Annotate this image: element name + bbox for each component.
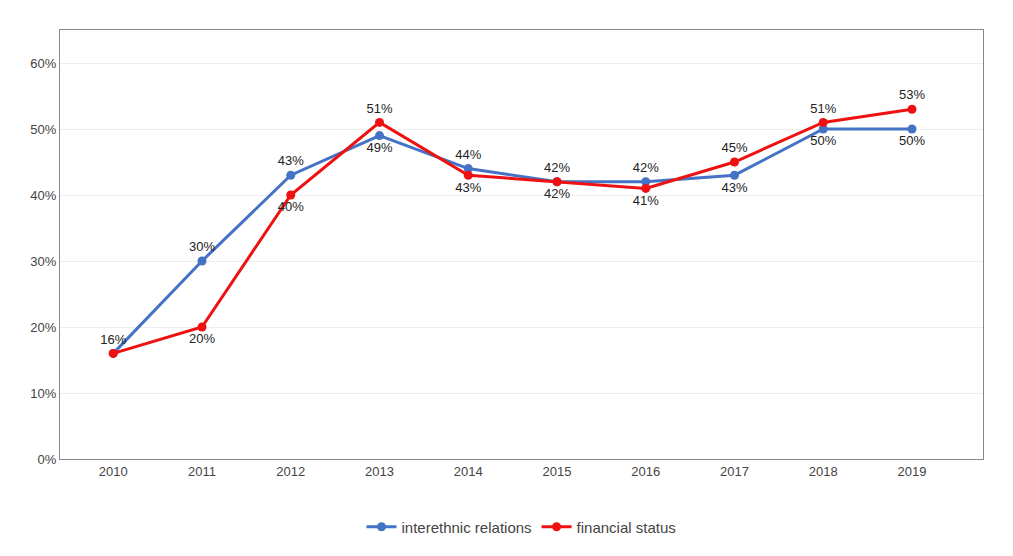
svg-text:interethnic relations: interethnic relations	[402, 519, 532, 536]
svg-text:16%: 16%	[100, 332, 126, 347]
svg-text:41%: 41%	[633, 193, 659, 208]
svg-text:2019: 2019	[898, 464, 927, 479]
svg-text:2012: 2012	[276, 464, 305, 479]
svg-text:30%: 30%	[30, 254, 56, 269]
svg-text:0%: 0%	[38, 452, 57, 467]
svg-text:2013: 2013	[365, 464, 394, 479]
svg-text:financial status: financial status	[577, 519, 676, 536]
svg-text:40%: 40%	[30, 188, 56, 203]
svg-text:20%: 20%	[189, 331, 215, 346]
svg-text:2014: 2014	[454, 464, 483, 479]
svg-text:45%: 45%	[721, 140, 747, 155]
svg-text:10%: 10%	[30, 386, 56, 401]
svg-text:20%: 20%	[30, 320, 56, 335]
svg-text:2011: 2011	[188, 464, 216, 479]
svg-text:60%: 60%	[30, 56, 56, 71]
svg-text:42%: 42%	[544, 160, 570, 175]
svg-text:44%: 44%	[455, 147, 481, 162]
svg-text:42%: 42%	[544, 186, 570, 201]
svg-text:43%: 43%	[278, 153, 304, 168]
svg-text:51%: 51%	[366, 101, 392, 116]
svg-text:49%: 49%	[366, 140, 392, 155]
svg-text:2015: 2015	[543, 464, 572, 479]
svg-text:2016: 2016	[631, 464, 660, 479]
svg-text:42%: 42%	[633, 160, 659, 175]
svg-text:50%: 50%	[810, 133, 836, 148]
svg-text:40%: 40%	[278, 199, 304, 214]
svg-text:2018: 2018	[809, 464, 838, 479]
svg-text:2017: 2017	[720, 464, 749, 479]
svg-text:53%: 53%	[899, 87, 925, 102]
svg-text:50%: 50%	[30, 122, 56, 137]
svg-text:51%: 51%	[810, 101, 836, 116]
svg-text:2010: 2010	[99, 464, 128, 479]
svg-text:50%: 50%	[899, 133, 925, 148]
svg-text:43%: 43%	[721, 180, 747, 195]
svg-text:30%: 30%	[189, 239, 215, 254]
svg-text:43%: 43%	[455, 180, 481, 195]
